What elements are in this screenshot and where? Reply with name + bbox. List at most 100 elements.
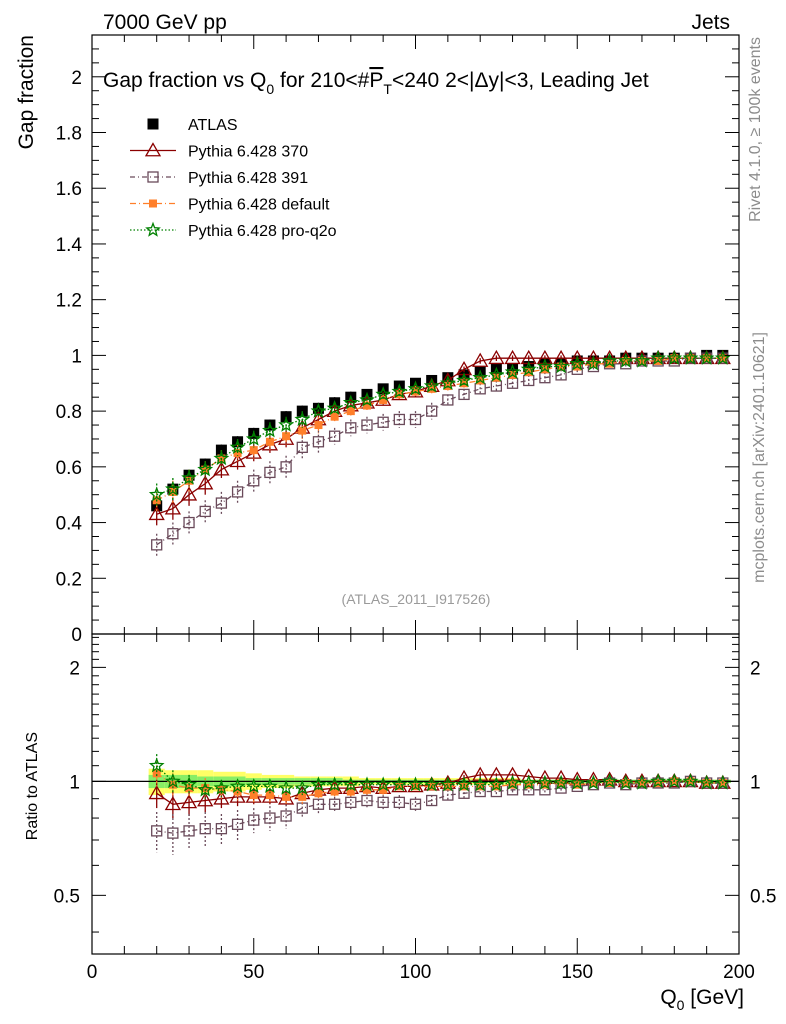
ratio-point-pq2o [617,774,634,790]
ratio-point-pq2o [553,774,570,790]
ratio-point-p391 [167,827,179,839]
main-point-p370 [213,461,230,476]
ratio-point-pq2o [294,779,311,795]
ratio-point-pq2o [261,778,278,794]
main-point-pq2o [456,372,472,388]
ratio-point-pdefault [362,785,371,794]
title-t: T [383,81,392,97]
ratio-point-pdefault [233,787,242,796]
main-point-p391 [280,461,292,473]
ratio-ytick-label: 0.5 [54,886,80,907]
mcplots-reference-label: mcplots.cern.ch [arXiv:2401.10621] [751,332,768,583]
ratio-point-pdefault [265,791,274,800]
header-process-label: Jets [691,11,730,34]
ratio-point-p391 [151,825,163,837]
ratio-point-pq2o [148,757,165,773]
main-point-pdefault [379,395,388,404]
ratio-ytick-label: 2 [69,658,80,679]
ratio-point-pdefault [330,787,339,796]
ratio-ytick-label: 1 [69,772,80,793]
main-point-pq2o [391,383,408,399]
ratio-point-pdefault [524,780,533,789]
main-point-p391 [312,436,325,448]
main-ytick-label: 0.2 [56,569,82,590]
ratio-point-p391 [345,796,357,809]
main-point-pdefault [330,412,339,421]
main-point-p370 [148,505,165,521]
ratio-ytick-label-right: 2 [750,658,761,679]
main-point-pq2o [488,366,505,382]
legend-marker-pq2o [145,221,161,237]
ratio-point-p370 [504,766,521,781]
main-ytick-label: 1 [71,346,82,367]
ratio-point-p391 [183,825,195,837]
main-point-p370 [164,500,181,515]
title-p: P [369,69,383,92]
main-y-axis-label: Gap fraction [15,35,38,149]
main-point-pq2o [666,349,683,365]
main-series-pq2o [148,349,731,506]
ratio-ytick-label-right: 1 [750,772,761,793]
ratio-point-p391 [426,794,438,807]
ratio-point-p370 [488,766,505,781]
legend-label-p370: Pythia 6.428 370 [188,144,308,161]
ratio-point-pdefault [492,782,501,791]
legend-item-pq2o: Pythia 6.428 pro-q2o [130,221,337,240]
ratio-point-pdefault [249,791,258,800]
main-point-pdefault [249,446,258,455]
main-point-p391 [248,475,260,487]
ratio-point-pq2o [682,773,699,789]
ratio-point-pq2o [698,774,715,790]
main-point-pq2o [520,360,537,377]
legend-item-pdefault: Pythia 6.428 default [130,197,330,214]
ratio-point-pq2o [407,776,424,792]
ratio-point-pq2o [585,774,602,790]
main-point-pq2o [245,430,262,446]
ratio-series-p391 [151,775,729,855]
main-point-pq2o [407,380,424,396]
main-title: Gap fraction vs Q0 for 210<#PT<240 2<|Δy… [103,69,649,97]
ratio-point-pq2o [504,774,521,790]
ratio-point-p370 [180,794,198,809]
ratio-point-p370 [472,766,489,781]
legend-marker-data [147,118,159,130]
main-point-pq2o [164,480,181,496]
main-point-pq2o [698,349,715,365]
main-point-pq2o [326,399,343,416]
main-point-p391 [328,430,341,442]
ratio-point-p391 [280,810,292,822]
main-point-p391 [426,405,438,417]
ratio-point-pq2o [375,776,392,792]
main-point-pq2o [634,352,650,368]
legend-label-p391: Pythia 6.428 391 [188,170,308,187]
ratio-point-pq2o [650,773,667,789]
main-point-data [312,402,324,414]
main-point-pq2o [617,352,634,368]
ratio-panel: 0.5 0.51 12 20 50 100 150 200 Ratio to ATLAS Q0… [24,633,776,1013]
ratio-point-pdefault [201,784,210,793]
main-point-pq2o [601,352,618,368]
main-point-pq2o [213,450,230,466]
main-point-p391 [215,497,228,509]
main-point-pq2o [536,358,553,374]
analysis-watermark: (ATLAS_2011_I917526) [342,591,491,607]
main-point-p391 [458,388,470,401]
ratio-point-p391 [603,777,616,789]
ratio-point-p391 [409,798,422,810]
main-point-p391 [345,422,357,434]
main-ytick-label: 0.6 [56,458,82,479]
ratio-point-pdefault [573,780,582,789]
main-point-p391 [183,516,195,529]
main-ytick-label: 1.2 [56,291,82,312]
main-point-pdefault [557,362,566,371]
x-tick-label: 0 [87,962,98,983]
main-point-pq2o [423,377,440,393]
ratio-point-pdefault [298,792,307,801]
main-point-pdefault [282,432,291,441]
main-point-pq2o [294,411,311,427]
legend-item-data: ATLAS [147,117,238,134]
ratio-point-pq2o [278,779,295,795]
main-point-p370 [472,352,489,367]
ratio-point-p391 [199,823,211,835]
main-point-p391 [199,505,211,518]
